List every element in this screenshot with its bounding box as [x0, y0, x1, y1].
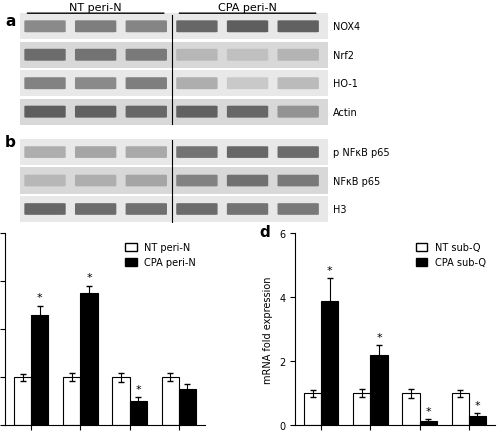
- FancyBboxPatch shape: [75, 106, 116, 118]
- Bar: [63, 378, 80, 425]
- Text: *: *: [136, 384, 141, 394]
- FancyBboxPatch shape: [75, 204, 116, 215]
- FancyBboxPatch shape: [24, 175, 66, 187]
- Text: Actin: Actin: [334, 108, 358, 117]
- FancyBboxPatch shape: [20, 71, 328, 97]
- Text: *: *: [426, 406, 431, 416]
- Text: a: a: [5, 14, 15, 29]
- Text: NOX4: NOX4: [334, 22, 360, 32]
- Text: b: b: [5, 134, 16, 149]
- FancyBboxPatch shape: [75, 21, 116, 33]
- Bar: [130, 401, 147, 425]
- Bar: [304, 393, 322, 425]
- Bar: [178, 389, 196, 425]
- FancyBboxPatch shape: [20, 168, 328, 194]
- FancyBboxPatch shape: [278, 106, 319, 118]
- FancyBboxPatch shape: [278, 78, 319, 90]
- FancyBboxPatch shape: [24, 106, 66, 118]
- Bar: [112, 378, 130, 425]
- FancyBboxPatch shape: [24, 204, 66, 215]
- Bar: [468, 416, 486, 425]
- Bar: [420, 421, 437, 425]
- FancyBboxPatch shape: [278, 49, 319, 62]
- FancyBboxPatch shape: [176, 175, 218, 187]
- FancyBboxPatch shape: [126, 175, 167, 187]
- Text: *: *: [474, 400, 480, 410]
- FancyBboxPatch shape: [227, 147, 268, 158]
- Bar: [322, 301, 338, 425]
- Bar: [353, 393, 370, 425]
- FancyBboxPatch shape: [227, 204, 268, 215]
- FancyBboxPatch shape: [227, 175, 268, 187]
- FancyBboxPatch shape: [75, 147, 116, 158]
- Bar: [80, 294, 98, 425]
- FancyBboxPatch shape: [126, 147, 167, 158]
- FancyBboxPatch shape: [278, 175, 319, 187]
- FancyBboxPatch shape: [24, 147, 66, 158]
- FancyBboxPatch shape: [176, 204, 218, 215]
- Text: H3: H3: [334, 204, 347, 214]
- FancyBboxPatch shape: [176, 49, 218, 62]
- FancyBboxPatch shape: [20, 196, 328, 223]
- Text: *: *: [327, 265, 332, 275]
- FancyBboxPatch shape: [126, 49, 167, 62]
- Text: *: *: [37, 293, 43, 303]
- FancyBboxPatch shape: [278, 204, 319, 215]
- Text: Nrf2: Nrf2: [334, 51, 354, 61]
- FancyBboxPatch shape: [278, 147, 319, 158]
- FancyBboxPatch shape: [24, 21, 66, 33]
- FancyBboxPatch shape: [227, 49, 268, 62]
- FancyBboxPatch shape: [176, 21, 218, 33]
- Bar: [452, 393, 468, 425]
- FancyBboxPatch shape: [20, 99, 328, 125]
- FancyBboxPatch shape: [75, 175, 116, 187]
- Legend: NT sub-Q, CPA sub-Q: NT sub-Q, CPA sub-Q: [412, 239, 490, 271]
- Text: *: *: [86, 273, 92, 283]
- FancyBboxPatch shape: [126, 21, 167, 33]
- FancyBboxPatch shape: [126, 78, 167, 90]
- Text: *: *: [376, 332, 382, 342]
- Text: NT peri-N: NT peri-N: [70, 3, 122, 13]
- Bar: [14, 378, 32, 425]
- Bar: [162, 378, 178, 425]
- Text: p NFκB p65: p NFκB p65: [334, 148, 390, 158]
- Bar: [370, 355, 388, 425]
- Text: d: d: [259, 224, 270, 239]
- FancyBboxPatch shape: [24, 49, 66, 62]
- Bar: [32, 315, 48, 425]
- Legend: NT peri-N, CPA peri-N: NT peri-N, CPA peri-N: [121, 239, 200, 271]
- FancyBboxPatch shape: [20, 14, 328, 40]
- FancyBboxPatch shape: [75, 49, 116, 62]
- FancyBboxPatch shape: [278, 21, 319, 33]
- FancyBboxPatch shape: [227, 78, 268, 90]
- Text: CPA peri-N: CPA peri-N: [218, 3, 277, 13]
- Bar: [402, 393, 419, 425]
- FancyBboxPatch shape: [176, 147, 218, 158]
- FancyBboxPatch shape: [20, 43, 328, 69]
- FancyBboxPatch shape: [176, 106, 218, 118]
- Text: NFκB p65: NFκB p65: [334, 176, 380, 186]
- Y-axis label: mRNA fold expression: mRNA fold expression: [264, 276, 274, 383]
- FancyBboxPatch shape: [227, 21, 268, 33]
- FancyBboxPatch shape: [126, 204, 167, 215]
- FancyBboxPatch shape: [24, 78, 66, 90]
- FancyBboxPatch shape: [20, 139, 328, 166]
- FancyBboxPatch shape: [227, 106, 268, 118]
- Text: HO-1: HO-1: [334, 79, 358, 89]
- FancyBboxPatch shape: [75, 78, 116, 90]
- FancyBboxPatch shape: [176, 78, 218, 90]
- FancyBboxPatch shape: [126, 106, 167, 118]
